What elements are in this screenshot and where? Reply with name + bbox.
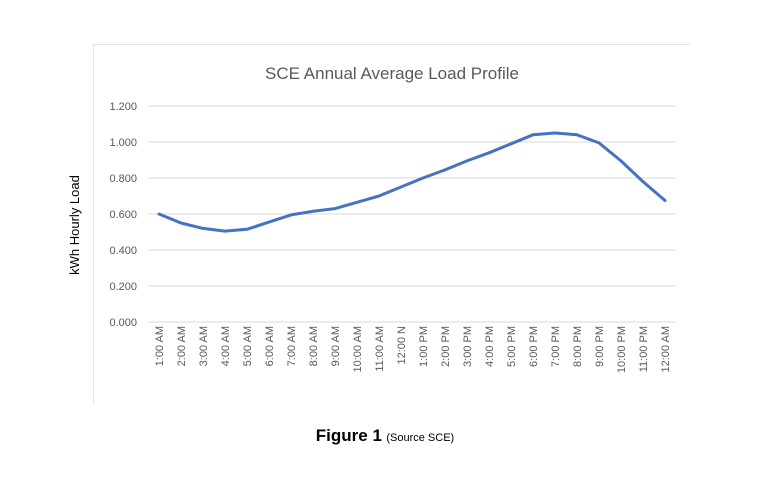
x-tick-label: 12:00 N <box>396 326 408 365</box>
data-point <box>245 228 249 231</box>
figure-source: (Source SCE) <box>386 432 455 444</box>
x-tick-label: 9:00 AM <box>330 326 342 366</box>
data-point <box>157 212 161 216</box>
y-tick-label: 0.600 <box>109 209 137 221</box>
x-tick-label: 5:00 AM <box>242 326 254 366</box>
data-point <box>311 210 315 213</box>
data-point <box>509 142 513 145</box>
data-point <box>399 185 403 189</box>
data-point <box>289 213 293 217</box>
data-point <box>619 159 623 163</box>
data-point <box>487 151 491 154</box>
x-tick-label: 10:00 PM <box>616 326 628 373</box>
y-tick-label: 1.200 <box>109 101 137 113</box>
data-point <box>597 141 601 145</box>
figure-number: Figure 1 <box>315 426 382 445</box>
x-tick-label: 7:00 PM <box>550 326 562 367</box>
y-tick-label: 0.800 <box>109 173 137 185</box>
x-tick-label: 1:00 AM <box>154 326 166 366</box>
chart-title: SCE Annual Average Load Profile <box>265 64 519 83</box>
y-tick-label: 0.200 <box>109 281 137 293</box>
data-point <box>377 194 381 198</box>
series-line <box>157 131 667 233</box>
x-tick-label: 5:00 PM <box>506 326 518 367</box>
series-layer <box>157 131 667 233</box>
x-axis-ticks: 1:00 AM 2:00 AM 3:00 AM 4:00 AM 5:00 AM 6:00 … <box>154 326 672 373</box>
data-point <box>355 201 359 204</box>
x-tick-label: 7:00 AM <box>286 326 298 366</box>
x-tick-label: 4:00 AM <box>220 326 232 366</box>
x-tick-label: 1:00 PM <box>418 326 430 367</box>
x-tick-label: 10:00 AM <box>352 326 364 372</box>
data-point <box>267 220 271 224</box>
data-point <box>465 159 469 163</box>
data-point <box>201 227 205 230</box>
x-tick-label: 6:00 PM <box>528 326 540 367</box>
x-tick-label: 11:00 PM <box>638 326 650 372</box>
data-point <box>333 207 337 210</box>
x-tick-label: 11:00 AM <box>374 326 386 372</box>
y-axis-label: kWh Hourly Load <box>67 175 82 275</box>
gridlines <box>148 105 676 323</box>
data-point <box>223 229 227 233</box>
x-tick-label: 6:00 AM <box>264 326 276 366</box>
chart-frame <box>93 44 690 404</box>
x-tick-label: 3:00 AM <box>198 326 210 366</box>
x-tick-label: 8:00 PM <box>572 326 584 367</box>
data-point <box>179 221 183 225</box>
data-point <box>531 133 535 136</box>
data-point <box>553 131 557 135</box>
x-tick-label: 12:00 AM <box>660 326 672 372</box>
x-tick-label: 2:00 PM <box>440 326 452 367</box>
data-point <box>575 133 579 136</box>
y-axis-ticks: 0.000 0.200 0.400 0.600 0.800 1.000 1.200 <box>109 101 137 329</box>
x-tick-label: 8:00 AM <box>308 326 320 366</box>
data-point <box>421 176 425 180</box>
data-point <box>641 180 645 183</box>
x-tick-label: 3:00 PM <box>462 326 474 367</box>
figure-caption: Figure 1 (Source SCE) <box>0 426 770 446</box>
y-tick-label: 0.400 <box>109 245 137 257</box>
y-tick-label: 0.000 <box>109 317 137 329</box>
x-tick-label: 4:00 PM <box>484 326 496 367</box>
x-tick-label: 2:00 AM <box>176 326 188 366</box>
data-point <box>443 168 447 172</box>
y-tick-label: 1.000 <box>109 137 137 149</box>
line-chart: SCE Annual Average Load Profile kWh Hour… <box>67 64 676 373</box>
data-point <box>663 199 667 202</box>
x-tick-label: 9:00 PM <box>594 326 606 367</box>
